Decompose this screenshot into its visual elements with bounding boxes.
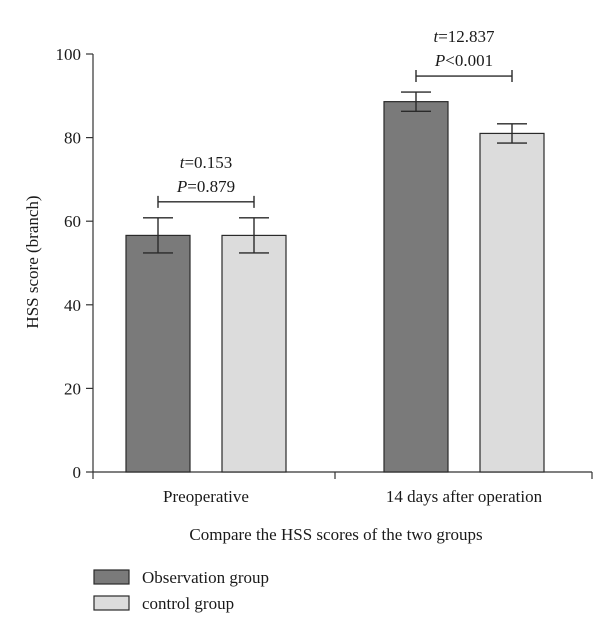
t-statistic-label: t=0.153 (180, 153, 233, 172)
x-axis-title: Compare the HSS scores of the two groups (189, 525, 482, 544)
p-symbol: P (176, 177, 187, 196)
x-tick-label: Preoperative (163, 487, 249, 506)
t-symbol: t (180, 153, 186, 172)
y-axis-title: HSS score (branch) (23, 195, 42, 328)
legend: Observation group control group (93, 568, 269, 613)
significance-bracket (157, 195, 255, 208)
bars (125, 91, 545, 473)
bar (479, 132, 545, 473)
legend-swatch (93, 569, 130, 585)
p-value: =0.879 (187, 177, 235, 196)
significance-bracket (415, 70, 513, 83)
y-tick-label: 60 (64, 212, 81, 231)
y-tick-label: 0 (73, 463, 82, 482)
bar (125, 234, 191, 473)
p-value-label: P<0.001 (434, 51, 493, 70)
t-symbol: t (433, 27, 439, 46)
legend-swatch (93, 595, 130, 611)
y-tick-label: 80 (64, 129, 81, 148)
legend-label: Observation group (142, 568, 269, 587)
y-tick-label: 20 (64, 379, 81, 398)
y-tick-label: 40 (64, 296, 81, 315)
p-value: <0.001 (445, 51, 493, 70)
legend-label: control group (142, 594, 234, 613)
x-tick-label: 14 days after operation (386, 487, 543, 506)
bar (221, 234, 287, 473)
axes: 0 20 40 60 80 100 Preoperative 14 days after op… (56, 45, 593, 506)
p-symbol: P (434, 51, 445, 70)
bar (383, 101, 449, 473)
p-value-label: P=0.879 (176, 177, 235, 196)
t-statistic-label: t=12.837 (433, 27, 495, 46)
t-value: =0.153 (184, 153, 232, 172)
t-value: =12.837 (438, 27, 495, 46)
y-tick-label: 100 (56, 45, 82, 64)
